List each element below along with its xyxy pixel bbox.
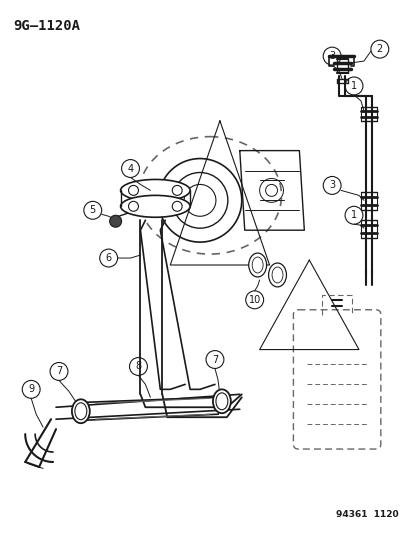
Circle shape: [172, 185, 182, 196]
Circle shape: [128, 185, 138, 196]
Ellipse shape: [120, 180, 190, 201]
Text: 10: 10: [248, 295, 260, 305]
Text: 5: 5: [90, 205, 96, 215]
Ellipse shape: [72, 399, 90, 423]
Circle shape: [109, 215, 121, 227]
Circle shape: [128, 201, 138, 211]
Text: 4: 4: [127, 164, 133, 174]
Text: 3: 3: [328, 51, 335, 61]
Ellipse shape: [120, 196, 190, 217]
Text: 94361  1120: 94361 1120: [335, 510, 398, 519]
Text: 3: 3: [328, 181, 335, 190]
Circle shape: [172, 201, 182, 211]
Text: 2: 2: [376, 44, 382, 54]
Ellipse shape: [268, 263, 286, 287]
Text: 1: 1: [350, 81, 356, 91]
Ellipse shape: [248, 253, 266, 277]
Text: 9G–1120A: 9G–1120A: [13, 19, 80, 33]
Text: 7: 7: [211, 354, 218, 365]
Text: 9: 9: [28, 384, 34, 394]
Text: 7: 7: [56, 367, 62, 376]
Ellipse shape: [212, 389, 230, 413]
Text: 6: 6: [105, 253, 112, 263]
Text: 1: 1: [350, 210, 356, 220]
Text: 8: 8: [135, 361, 141, 372]
